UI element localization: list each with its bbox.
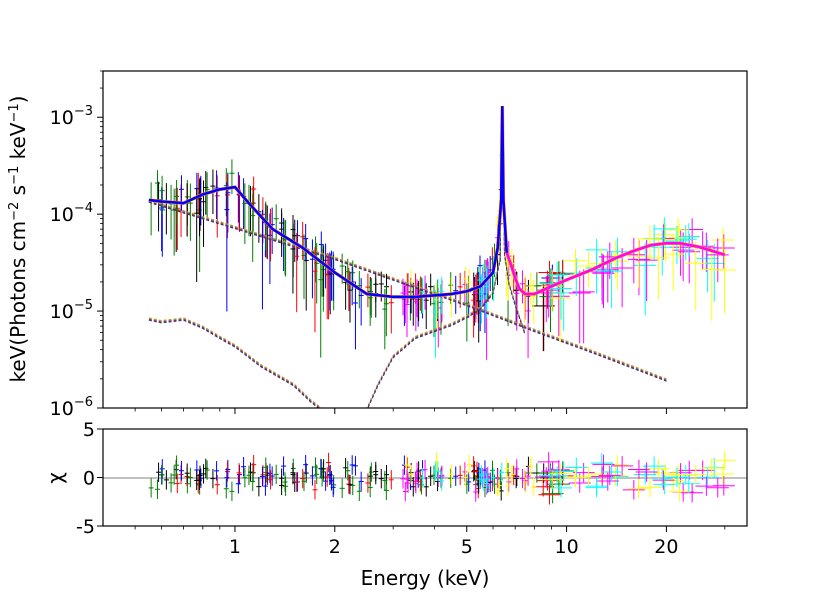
- residual-y-tick-label: 5: [83, 419, 95, 441]
- power-law-component-line: [148, 200, 667, 381]
- y-tick-label: 10−5: [50, 298, 93, 323]
- power-law-component-line: [148, 199, 667, 380]
- residual-y-ticks: 5 0 -5: [76, 419, 103, 538]
- x-tick-label: 5: [461, 536, 473, 558]
- y-tick-label: 10−3: [50, 104, 93, 129]
- residual-y-axis-label: χ: [43, 472, 67, 484]
- residuals-panel: 5 0 -5 1 2 5 10 20 χ Energy (keV): [43, 419, 748, 590]
- spectrum-y-ticks: 10−6 10−5 10−4 10−3: [50, 70, 103, 420]
- spectrum-data-layer: [148, 106, 736, 408]
- x-tick-label: 20: [654, 536, 678, 558]
- x-tick-label: 1: [229, 536, 241, 558]
- spectrum-axes-frame: [102, 70, 748, 409]
- spectrum-panel: 10−6 10−5 10−4 10−3 keV(Photons cm−2 s−1 ke…: [6, 70, 748, 420]
- spectrum-y-axis-label: keV(Photons cm−2 s−1 keV−1): [6, 96, 30, 383]
- power-law-component-line: [148, 201, 667, 381]
- y-tick-label: 10−4: [50, 201, 93, 226]
- residual-y-tick-label: 0: [83, 468, 95, 490]
- y-tick-label: 10−6: [50, 395, 93, 420]
- spectrum-x-ticks: [134, 408, 726, 414]
- power-law-component-line: [148, 201, 667, 382]
- x-tick-label: 2: [329, 536, 341, 558]
- total-model-line-blue: [148, 106, 508, 299]
- x-tick-label: 10: [554, 536, 578, 558]
- x-axis-label: Energy (keV): [361, 566, 490, 590]
- residual-x-ticks: 1 2 5 10 20: [134, 526, 726, 558]
- residual-y-tick-label: -5: [76, 516, 95, 538]
- residual-data-layer: [148, 450, 736, 505]
